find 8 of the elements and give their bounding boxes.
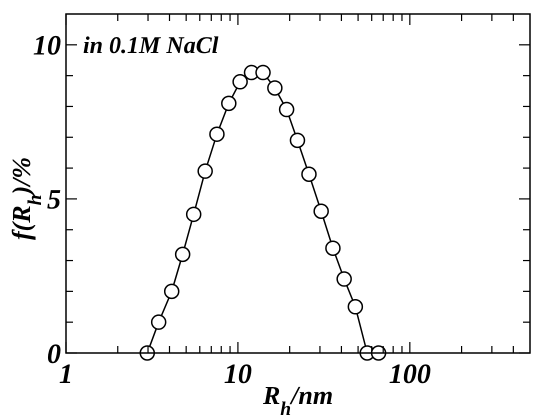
- y-tick-label: 5: [47, 184, 61, 216]
- x-tick-label: 10: [224, 359, 252, 390]
- x-axis-title: R$_{h}$/nm: [262, 381, 334, 418]
- y-tick-label: 10: [33, 30, 61, 62]
- x-tick-label: 1: [59, 359, 73, 390]
- annotation: in 0.1M NaCl: [83, 33, 219, 59]
- y-tick-label: 0: [47, 338, 61, 370]
- x-tick-label: 100: [388, 359, 431, 390]
